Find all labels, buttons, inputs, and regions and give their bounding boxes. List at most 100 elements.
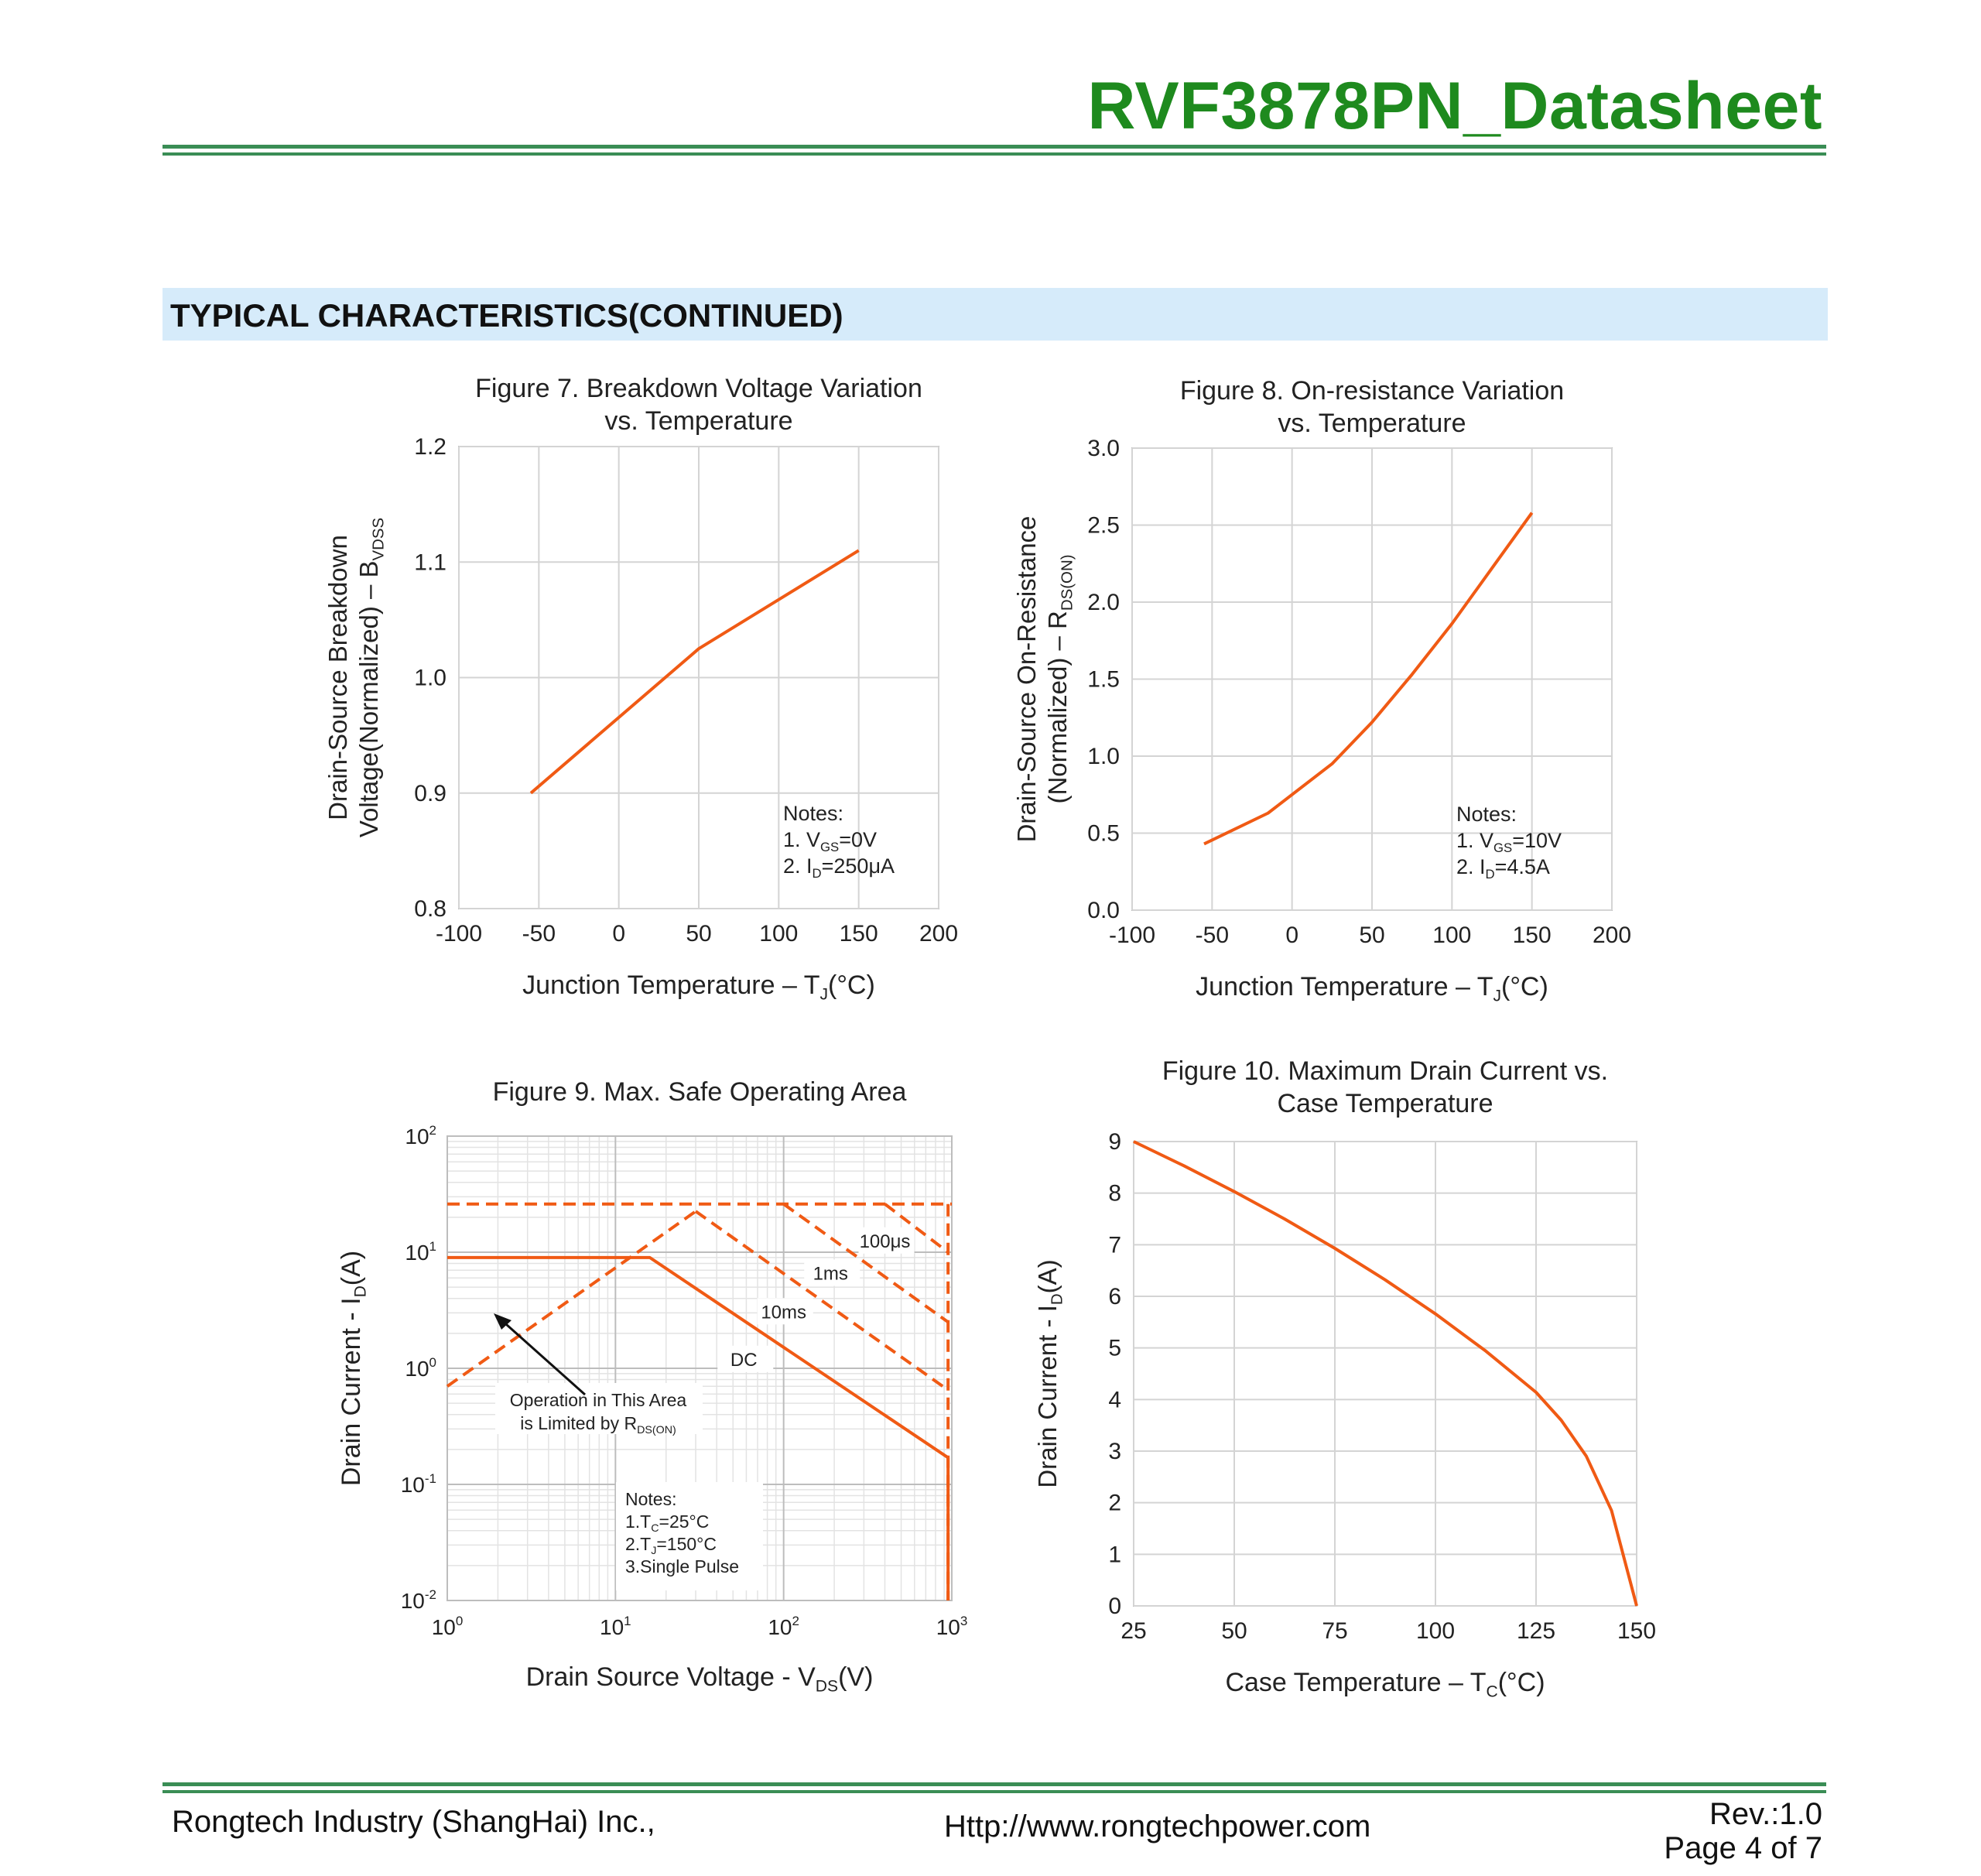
y-axis-label-line: Drain Current - ID(A) <box>337 1251 369 1486</box>
header-rule-top <box>163 145 1826 149</box>
y-tick-label: 8 <box>1108 1181 1121 1207</box>
notes-bg <box>616 1482 763 1590</box>
y-tick-label: 0.8 <box>414 896 446 922</box>
datasheet-title: RVF3878PN_Datasheet <box>1087 69 1822 143</box>
notes-title: Notes: <box>783 802 843 825</box>
footer-rule-bottom <box>163 1790 1826 1793</box>
section-title: TYPICAL CHARACTERISTICS(CONTINUED) <box>170 297 843 334</box>
data-series-line <box>529 549 860 795</box>
x-tick-label: -100 <box>1109 923 1155 948</box>
footer-rule-top <box>163 1782 1826 1786</box>
y-tick-label: 1.0 <box>414 666 446 691</box>
header-rule-bottom <box>163 152 1826 156</box>
x-axis-label: Case Temperature – TC(°C) <box>1225 1668 1545 1700</box>
figure-8-chart: Figure 8. On-resistance Variation vs. Tem… <box>1012 376 1631 1005</box>
y-tick-label: 1 <box>1108 1542 1121 1567</box>
x-tick-label: 101 <box>600 1614 631 1639</box>
soa-boundary-line <box>782 1203 949 1323</box>
x-tick-label: 100 <box>1416 1618 1455 1644</box>
curve-label: 100μs <box>860 1231 911 1252</box>
soa-boundary-line <box>884 1203 949 1254</box>
x-tick-label: 200 <box>1593 923 1631 948</box>
footer-company: Rongtech Industry (ShangHai) Inc., <box>172 1805 655 1839</box>
chart-title-line: Figure 8. On-resistance Variation <box>1180 376 1564 406</box>
x-tick-label: 100 <box>759 921 798 947</box>
footer-page: Page 4 of 7 <box>1664 1831 1822 1865</box>
y-tick-label: 7 <box>1108 1232 1121 1258</box>
y-tick-label: 100 <box>405 1355 436 1381</box>
x-tick-label: 0 <box>612 921 625 947</box>
y-tick-label: 0 <box>1108 1594 1121 1619</box>
x-axis-label: Junction Temperature – TJ(°C) <box>1196 972 1548 1005</box>
y-tick-label: 1.2 <box>414 434 446 460</box>
note-line: 1.TC=25°C <box>625 1511 709 1535</box>
chart-title-line: Case Temperature <box>1277 1089 1493 1118</box>
x-tick-label: 25 <box>1121 1618 1146 1644</box>
y-tick-label: 3.0 <box>1087 436 1120 461</box>
x-axis-label: Junction Temperature – TJ(°C) <box>522 971 875 1003</box>
note-line: 2. ID=250μA <box>783 854 895 881</box>
x-tick-label: 50 <box>1221 1618 1247 1644</box>
y-tick-label: 1.5 <box>1087 667 1120 693</box>
y-tick-label: 3 <box>1108 1439 1121 1464</box>
x-tick-label: 50 <box>686 921 711 947</box>
x-tick-label: 102 <box>768 1614 799 1639</box>
y-tick-label: 2 <box>1108 1491 1121 1516</box>
curve-label: DC <box>730 1350 758 1371</box>
soa-boundary-line <box>447 1255 949 1460</box>
y-tick-label: 9 <box>1108 1129 1121 1155</box>
y-tick-label: 2.5 <box>1087 513 1120 539</box>
arrow-icon <box>494 1313 512 1330</box>
note-line: 2.TJ=150°C <box>625 1534 717 1557</box>
region-note-line: is Limited by RDS(ON) <box>520 1413 676 1436</box>
chart-title-line: vs. Temperature <box>1278 409 1466 438</box>
y-axis-label-line: Drain-Source Breakdown <box>323 535 352 820</box>
region-note-line: Operation in This Area <box>510 1390 687 1410</box>
chart-title-line: Figure 7. Breakdown Voltage Variation <box>475 374 922 403</box>
chart-title-line: vs. Temperature <box>604 406 792 436</box>
note-line: 1. VGS=10V <box>1456 829 1562 855</box>
y-axis-label-line: Drain-Source On-Resistance <box>1012 516 1041 843</box>
notes-title: Notes: <box>1456 803 1517 826</box>
x-tick-label: 50 <box>1359 923 1384 948</box>
x-tick-label: -50 <box>1196 923 1229 948</box>
note-line: 3.Single Pulse <box>625 1556 739 1576</box>
x-tick-label: 150 <box>1513 923 1552 948</box>
curve-label: 10ms <box>761 1302 806 1323</box>
data-series-line <box>1203 512 1534 846</box>
curve-label: 1ms <box>813 1263 848 1284</box>
note-line: 1. VGS=0V <box>783 828 877 854</box>
y-tick-label: 10-2 <box>401 1587 436 1613</box>
chart-title-line: Figure 9. Max. Safe Operating Area <box>493 1077 907 1107</box>
footer-rev: Rev.:1.0 <box>1709 1797 1822 1831</box>
y-axis-label-line: Voltage(Normalized) – BVDSS <box>354 518 387 837</box>
x-tick-label: 150 <box>1617 1618 1656 1644</box>
x-tick-label: -50 <box>522 921 556 947</box>
data-series-line <box>1133 1140 1638 1607</box>
x-tick-label: 125 <box>1517 1618 1555 1644</box>
y-tick-label: 6 <box>1108 1284 1121 1309</box>
x-tick-label: 150 <box>840 921 878 947</box>
region-note-bg <box>495 1383 703 1434</box>
x-tick-label: 103 <box>936 1614 968 1639</box>
y-tick-label: 2.0 <box>1087 590 1120 615</box>
y-axis-label-line: Drain Current - ID(A) <box>1033 1259 1066 1487</box>
x-tick-label: 200 <box>919 921 958 947</box>
figure-9-chart: Figure 9. Max. Safe Operating Area 10-2 10… <box>337 1077 968 1695</box>
note-line: 2. ID=4.5A <box>1456 855 1550 882</box>
curve-label-bg <box>757 1298 813 1325</box>
notes-title: Notes: <box>625 1489 676 1509</box>
x-axis-label: Drain Source Voltage - VDS(V) <box>526 1662 874 1695</box>
curve-label-bg <box>717 1345 774 1372</box>
figure-7-chart: Figure 7. Breakdown Voltage Variation vs.… <box>323 374 958 1003</box>
curve-label-bg <box>858 1227 915 1254</box>
footer-url[interactable]: Http://www.rongtechpower.com <box>944 1809 1371 1843</box>
y-tick-label: 1.1 <box>414 549 446 575</box>
region-arrow-shaft <box>498 1316 586 1396</box>
y-axis-label-line: (Normalized) – RDS(ON) <box>1043 554 1076 803</box>
x-tick-label: 0 <box>1285 923 1298 948</box>
chart-title-line: Figure 10. Maximum Drain Current vs. <box>1162 1056 1608 1086</box>
y-tick-label: 101 <box>405 1239 436 1265</box>
x-tick-label: 100 <box>1432 923 1471 948</box>
soa-boundary-line <box>446 1210 697 1388</box>
